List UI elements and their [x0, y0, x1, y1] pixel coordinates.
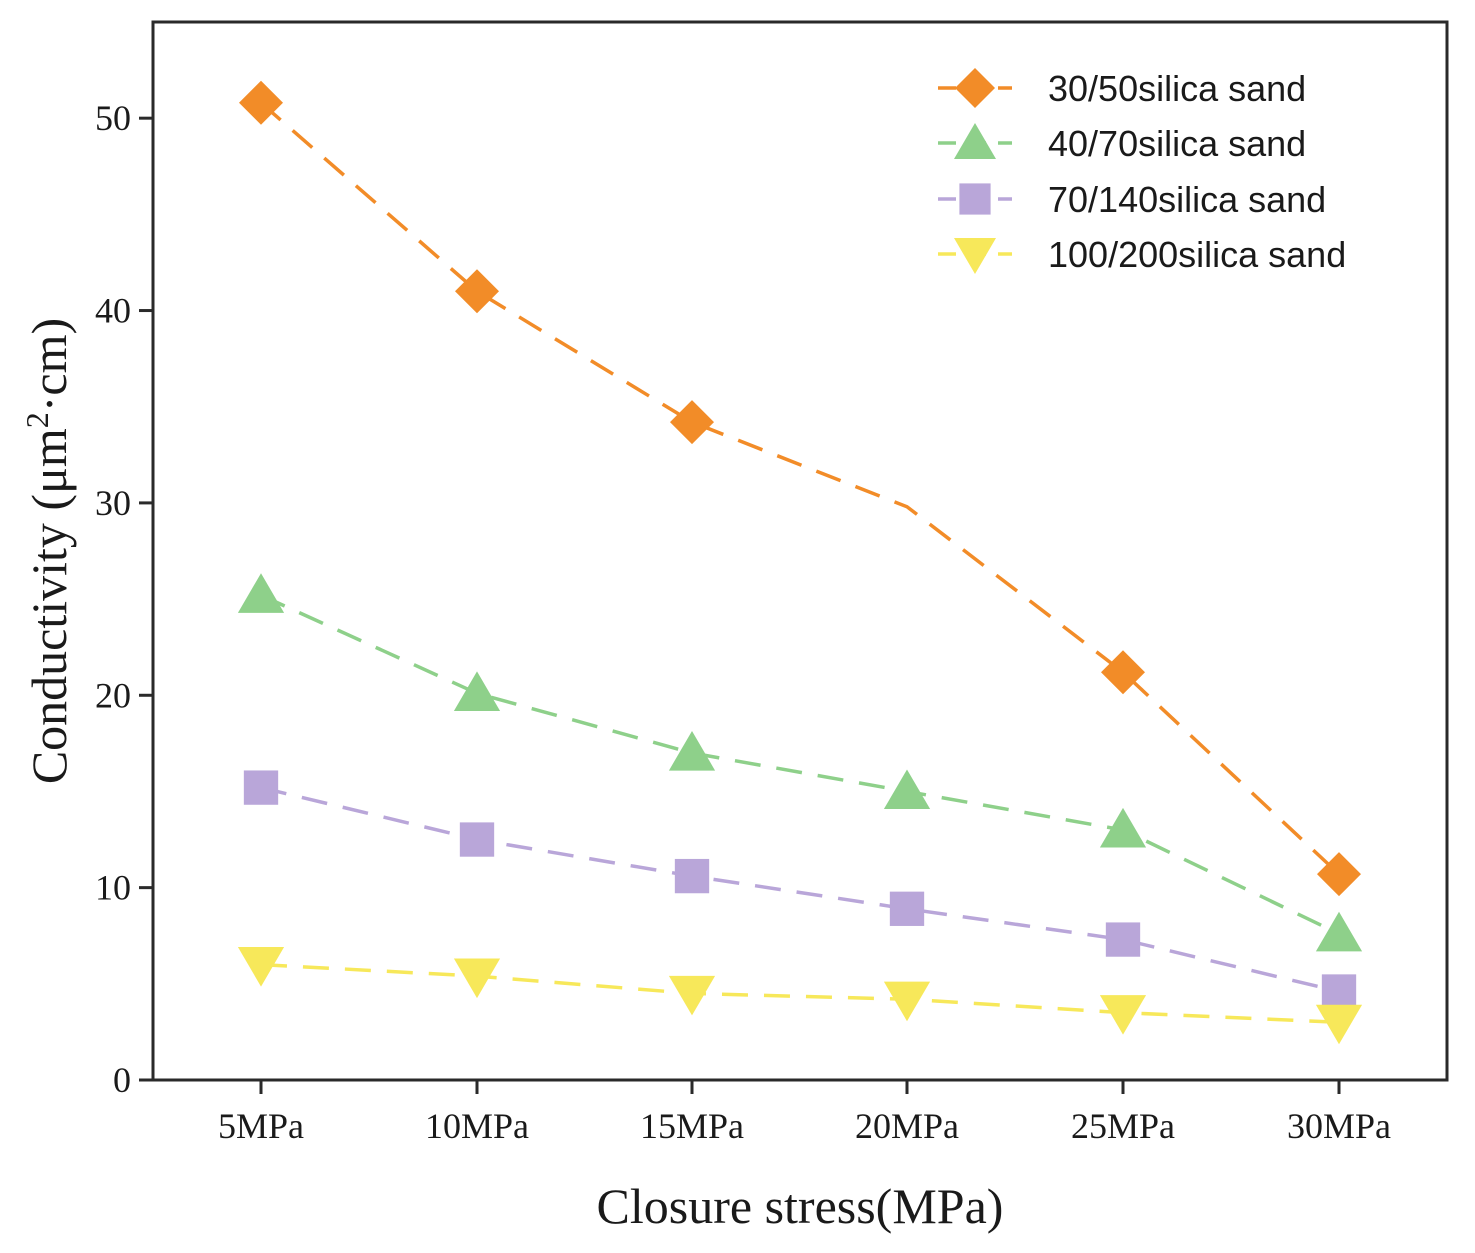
y-axis-title-tail: ·cm) [21, 318, 77, 412]
legend-marker [954, 238, 996, 274]
legend: 30/50silica sand 40/70silica sand 70/140si… [938, 68, 1346, 275]
data-point-marker [453, 671, 501, 711]
series-lines [259, 101, 1341, 1025]
x-tick-label: 20MPa [855, 1106, 959, 1146]
data-point-marker [1099, 807, 1147, 848]
data-point-marker [1101, 650, 1145, 695]
y-axis-title: Conductivity (μm2·cm) [19, 318, 77, 784]
data-point-marker [670, 400, 714, 445]
legend-marker [959, 183, 991, 215]
data-point-marker [243, 770, 279, 805]
y-axis-title-superscript: 2 [19, 412, 55, 428]
data-point-marker [459, 822, 495, 857]
data-point-marker [1317, 852, 1361, 897]
plot-frame [151, 20, 1449, 1082]
y-tick-label: 10 [95, 868, 131, 908]
legend-label: 30/50silica sand [1048, 68, 1306, 109]
data-point-marker [889, 891, 925, 926]
x-tick-label: 5MPa [218, 1106, 304, 1146]
x-tick-label: 25MPa [1071, 1106, 1175, 1146]
legend-label: 70/140silica sand [1048, 179, 1326, 220]
legend-label: 40/70silica sand [1048, 123, 1306, 164]
x-tick-label: 10MPa [425, 1106, 529, 1146]
series-line [260, 593, 1340, 936]
data-point-marker [1105, 922, 1141, 957]
data-point-marker [237, 946, 285, 987]
series-line [260, 962, 1340, 1025]
x-tick-label: 30MPa [1287, 1106, 1391, 1146]
series-line [259, 101, 1341, 876]
data-point-marker [1315, 1004, 1363, 1045]
data-point-marker [883, 981, 931, 1022]
data-point-marker [668, 730, 716, 771]
y-tick-label: 20 [95, 675, 131, 715]
y-axis-title-main: Conductivity (μm [21, 428, 77, 784]
data-point-marker [453, 958, 501, 999]
data-point-marker [1321, 974, 1357, 1009]
y-tick-label: 30 [95, 483, 131, 523]
y-tick-label: 50 [95, 98, 131, 138]
series-line [260, 785, 1340, 994]
axis-ticks: 0 10 20 30 40 50 5MPa 10MPa 15MPa 20MPa 25MPa 30MPa [95, 98, 1391, 1146]
legend-marker [955, 68, 995, 108]
data-point-marker [674, 858, 710, 894]
y-tick-label: 0 [113, 1060, 131, 1100]
series-markers [237, 80, 1363, 1045]
data-point-marker [883, 769, 931, 810]
x-axis-title: Closure stress(MPa) [597, 1178, 1004, 1234]
data-point-marker [237, 573, 285, 613]
y-tick-label: 40 [95, 291, 131, 331]
data-point-marker [668, 975, 716, 1016]
legend-marker [954, 123, 996, 159]
data-point-marker [1099, 995, 1147, 1035]
data-point-marker [1315, 911, 1363, 952]
data-point-marker [455, 269, 499, 314]
x-tick-label: 15MPa [640, 1106, 744, 1146]
legend-label: 100/200silica sand [1048, 234, 1346, 275]
data-point-marker [239, 80, 283, 125]
